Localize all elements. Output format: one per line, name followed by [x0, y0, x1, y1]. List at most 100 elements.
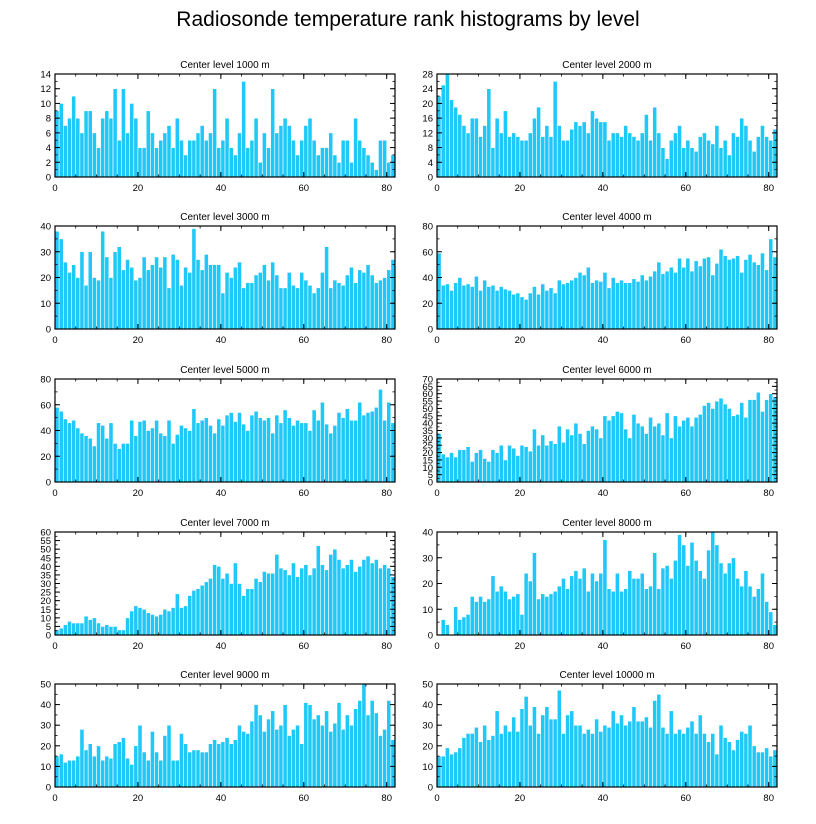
bar — [183, 266, 188, 330]
bar — [726, 408, 732, 483]
x-tick-label: 0 — [434, 793, 439, 804]
bar — [581, 567, 587, 636]
bar — [453, 606, 459, 636]
bar — [58, 238, 64, 330]
bar — [739, 731, 745, 788]
bar — [332, 722, 338, 788]
panel-title: Center level 9000 m — [180, 670, 270, 681]
bar — [726, 562, 732, 636]
bar — [685, 139, 691, 178]
bar — [561, 578, 566, 636]
bar — [212, 739, 218, 788]
bar — [577, 433, 583, 483]
bar — [311, 139, 317, 178]
bar — [116, 741, 122, 788]
bar — [282, 287, 288, 330]
bar — [129, 610, 135, 636]
bar — [100, 117, 106, 178]
bar — [274, 729, 280, 788]
bar — [527, 450, 533, 483]
bar — [465, 733, 471, 788]
bar — [552, 443, 558, 483]
bar — [585, 729, 591, 788]
bar — [768, 238, 774, 330]
bar — [449, 753, 454, 788]
bar — [170, 759, 176, 788]
y-tick-label: 10 — [422, 605, 433, 616]
bar — [693, 733, 699, 788]
bar — [199, 269, 205, 330]
x-tick-label: 80 — [381, 183, 392, 194]
bar — [532, 428, 537, 483]
bar — [100, 759, 106, 788]
bar — [544, 290, 550, 330]
bar — [232, 562, 238, 636]
bar — [706, 402, 711, 483]
y-tick-label: 0 — [428, 173, 433, 184]
bar — [349, 419, 354, 483]
bar — [96, 279, 101, 330]
bar — [141, 147, 147, 178]
bar — [639, 572, 645, 636]
bar — [474, 726, 479, 788]
y-tick-label: 0 — [428, 478, 433, 489]
bar — [96, 147, 101, 178]
bar — [344, 408, 350, 483]
bar — [386, 700, 392, 788]
bar — [503, 459, 508, 483]
x-tick-label: 0 — [52, 183, 57, 194]
bar — [602, 272, 608, 330]
bar — [731, 415, 736, 483]
bar — [62, 125, 68, 178]
y-tick-label: 16 — [422, 114, 433, 125]
bar — [199, 751, 205, 788]
bar — [344, 564, 350, 636]
bar — [137, 724, 143, 788]
bar — [125, 617, 130, 636]
bar — [266, 718, 271, 788]
bar — [87, 743, 93, 788]
bar — [747, 399, 753, 483]
bar — [150, 132, 155, 178]
bar — [245, 430, 251, 483]
bar — [79, 729, 85, 788]
bar — [614, 282, 620, 330]
bar — [62, 261, 68, 330]
bar — [96, 745, 101, 788]
bar — [100, 425, 106, 483]
bar — [357, 139, 363, 178]
bar — [482, 125, 488, 178]
bar — [577, 724, 583, 788]
bar — [631, 706, 637, 788]
bar — [573, 724, 579, 788]
bar — [453, 456, 459, 483]
bar — [731, 132, 736, 178]
bar — [693, 560, 699, 636]
bar — [519, 708, 525, 788]
bar — [274, 274, 280, 330]
bar — [685, 416, 691, 483]
bar — [286, 125, 292, 178]
panel-title: Center level 8000 m — [562, 518, 652, 529]
bar — [594, 580, 600, 636]
bar — [623, 125, 629, 178]
bar — [677, 729, 682, 788]
bar — [668, 139, 674, 178]
bar — [199, 419, 205, 483]
bar — [315, 545, 321, 636]
bar — [482, 724, 488, 788]
bar — [606, 139, 612, 178]
bar — [739, 402, 745, 483]
y-tick-label: 4 — [428, 158, 433, 169]
bar — [332, 279, 338, 330]
bar — [92, 132, 97, 178]
bar — [373, 169, 379, 178]
bar — [689, 425, 695, 483]
bar — [324, 147, 329, 178]
y-tick-label: 20 — [422, 579, 433, 590]
bar — [760, 411, 765, 483]
bar — [100, 230, 106, 330]
bar — [137, 147, 143, 178]
bar — [561, 139, 566, 178]
x-tick-label: 60 — [680, 641, 691, 652]
